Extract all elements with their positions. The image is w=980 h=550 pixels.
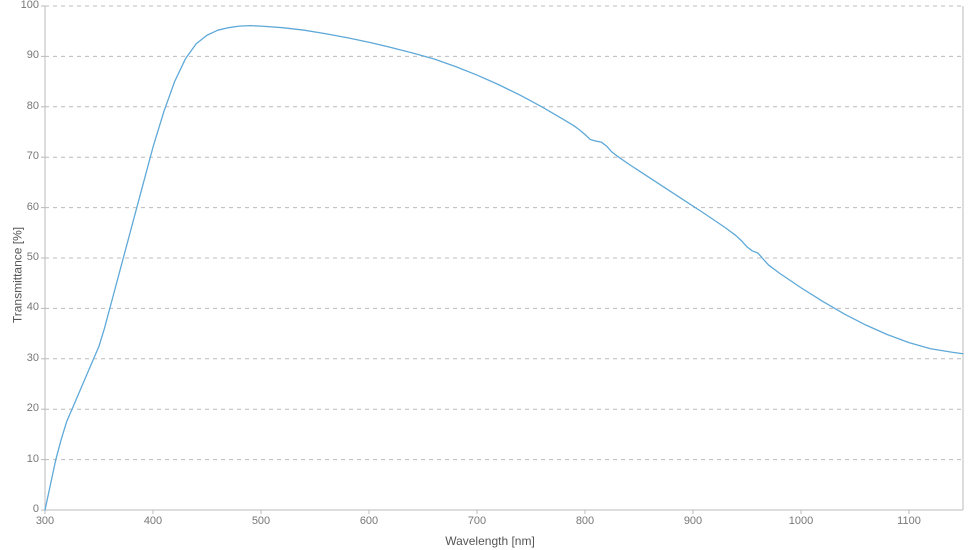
y-tick-label: 90 bbox=[9, 49, 39, 61]
plot-svg bbox=[0, 0, 980, 550]
y-tick-label: 80 bbox=[9, 100, 39, 112]
series-transmittance bbox=[45, 26, 963, 510]
x-tick-label: 800 bbox=[565, 515, 605, 527]
y-tick-label: 20 bbox=[9, 402, 39, 414]
x-tick-label: 1000 bbox=[781, 515, 821, 527]
y-tick-label: 40 bbox=[9, 301, 39, 313]
y-tick-label: 10 bbox=[9, 453, 39, 465]
x-tick-label: 600 bbox=[349, 515, 389, 527]
x-tick-label: 400 bbox=[133, 515, 173, 527]
x-axis-label: Wavelength [nm] bbox=[445, 534, 535, 548]
x-tick-label: 1100 bbox=[889, 515, 929, 527]
y-tick-label: 50 bbox=[9, 251, 39, 263]
x-tick-label: 300 bbox=[25, 515, 65, 527]
x-tick-label: 700 bbox=[457, 515, 497, 527]
y-tick-label: 30 bbox=[9, 352, 39, 364]
y-tick-label: 100 bbox=[9, 0, 39, 11]
y-tick-label: 60 bbox=[9, 201, 39, 213]
transmittance-chart: Transmittance [%] Wavelength [nm] 010203… bbox=[0, 0, 980, 550]
x-tick-label: 900 bbox=[673, 515, 713, 527]
x-tick-label: 500 bbox=[241, 515, 281, 527]
y-tick-label: 70 bbox=[9, 150, 39, 162]
y-tick-label: 0 bbox=[9, 503, 39, 515]
